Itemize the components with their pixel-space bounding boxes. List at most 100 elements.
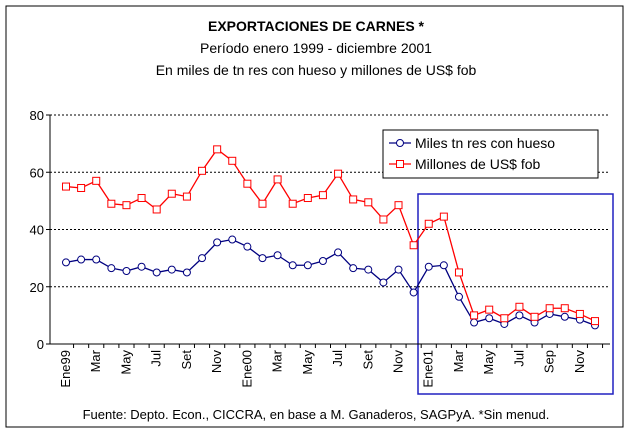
data-point [92,176,101,185]
data-point [349,195,358,204]
data-point [273,251,282,260]
data-point [107,264,116,273]
data-point [575,309,584,318]
data-point [152,205,161,214]
x-tick-label: Jul [511,350,526,367]
data-point [409,241,418,250]
data-point [258,254,267,263]
frame [5,5,624,428]
data-point [334,169,343,178]
data-point [258,199,267,208]
data-point [318,256,327,265]
data-point [379,278,388,287]
data-point [182,268,191,277]
data-point [379,215,388,224]
x-tick-label: Mar [270,349,285,372]
legend-marker [396,160,404,168]
source-note: Fuente: Depto. Econ., CICCRA, en base a … [83,407,550,422]
x-tick-label: Ene00 [239,350,254,388]
data-point [409,288,418,297]
data-point [77,255,86,264]
data-point [228,235,237,244]
data-point [424,262,433,271]
data-point [273,175,282,184]
data-point [198,166,207,175]
data-point [560,312,569,321]
data-point [288,199,297,208]
chart-title: EXPORTACIONES DE CARNES * [208,18,425,34]
y-tick-label: 60 [30,165,44,180]
data-point [152,268,161,277]
data-point [92,255,101,264]
data-point [213,238,222,247]
data-point [530,312,539,321]
data-point [334,248,343,257]
data-point [213,145,222,154]
data-point [454,268,463,277]
data-point [515,311,524,320]
data-point [439,261,448,270]
y-tick-label: 40 [30,223,44,238]
x-tick-label: Set [360,350,375,370]
data-point [560,304,569,313]
data-point [454,292,463,301]
data-point [77,183,86,192]
data-point [470,311,479,320]
data-point [485,305,494,314]
x-tick-label: May [118,350,133,375]
data-point [303,261,312,270]
data-point [500,314,509,323]
data-point [394,265,403,274]
x-tick-label: Sep [542,350,557,373]
x-tick-label: Set [179,350,194,370]
data-point [394,201,403,210]
legend-label: Millones de US$ fob [415,156,541,172]
data-point [439,212,448,221]
data-point [137,194,146,203]
data-point [424,219,433,228]
data-point [364,265,373,274]
x-tick-label: May [481,350,496,375]
data-point [122,267,131,276]
y-tick-label: 0 [37,337,44,352]
highlight-box [417,193,614,395]
data-point [515,302,524,311]
series-line [65,238,596,327]
data-point [303,194,312,203]
x-tick-label: Mar [451,349,466,372]
legend-marker [396,139,404,147]
data-point [545,304,554,313]
data-point [228,156,237,165]
x-tick-label: Ene99 [58,350,73,388]
data-point [167,189,176,198]
x-tick-label: Jul [149,350,164,367]
data-point [62,182,70,191]
data-point [485,314,494,323]
x-tick-label: May [300,350,315,375]
y-tick-label: 80 [30,108,44,123]
data-point [591,317,599,326]
x-tick-label: Nov [391,350,406,374]
data-point [167,265,176,274]
legend [382,129,599,179]
data-point [364,198,373,207]
data-point [62,258,70,267]
chart-subtitle: Período enero 1999 - diciembre 2001 [200,40,432,56]
data-point [318,191,327,200]
data-point [198,254,207,263]
x-tick-label: Ene01 [421,350,436,388]
x-tick-label: Jul [330,350,345,367]
data-point [288,261,297,270]
data-point [137,262,146,271]
data-point [182,192,191,201]
chart-subtitle: En miles de tn res con hueso y millones … [156,62,477,78]
x-tick-label: Mar [88,349,103,372]
legend-label: Miles tn res con hueso [415,135,555,151]
data-point [122,201,131,210]
data-point [349,264,358,273]
data-point [470,318,479,327]
x-tick-label: Nov [572,350,587,374]
data-point [107,199,116,208]
data-point [243,242,252,251]
